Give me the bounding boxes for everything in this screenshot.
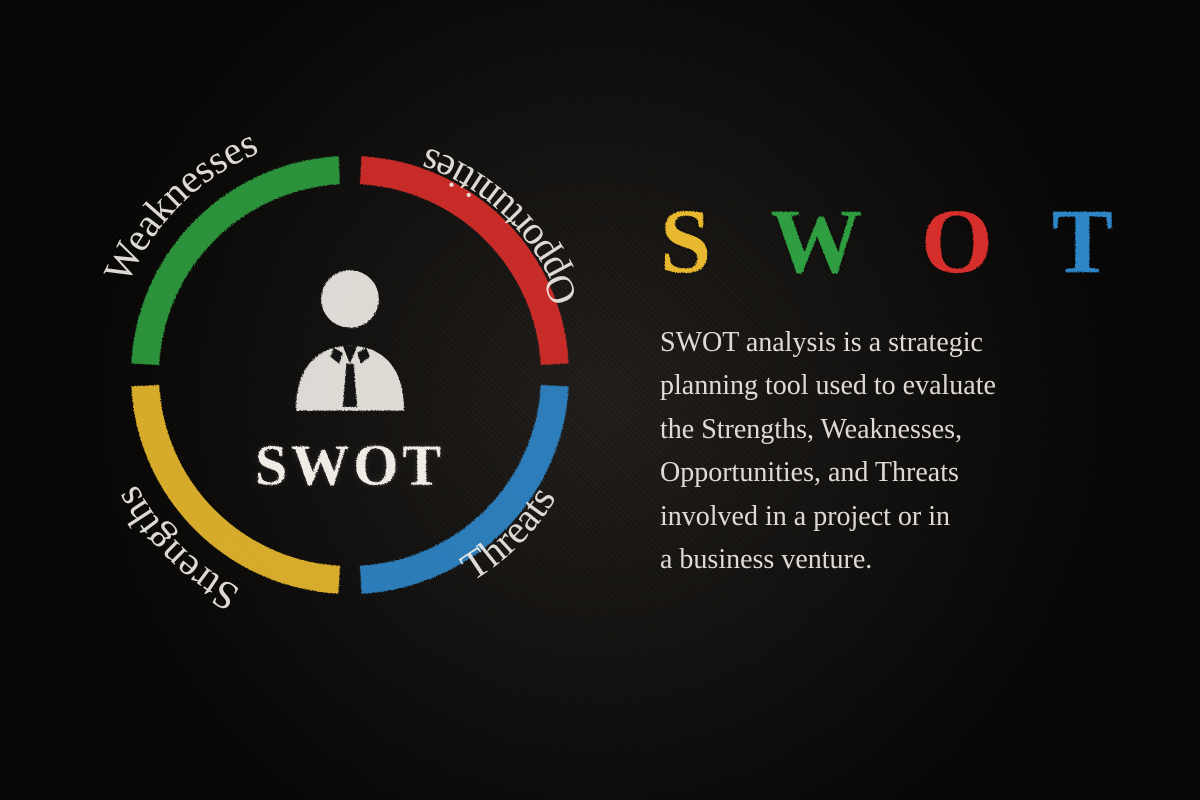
swot-description: SWOT analysis is a strategic planning to… <box>660 321 1150 581</box>
title-letter-w: W <box>770 195 880 287</box>
title-letter-t: T <box>1052 195 1131 287</box>
center-label: SWOT <box>255 432 445 499</box>
title-letter-o: O <box>921 195 1011 287</box>
swot-infographic: Strengths Weaknesses Opportunities Threa… <box>0 0 1200 800</box>
person-icon <box>260 245 440 425</box>
swot-title: S W O T <box>660 195 1150 287</box>
label-opportunities: Opportunities <box>414 139 586 311</box>
title-letter-s: S <box>660 195 729 287</box>
right-panel: S W O T SWOT analysis is a strategic pla… <box>660 195 1150 581</box>
swot-ring: Strengths Weaknesses Opportunities Threa… <box>100 125 600 625</box>
